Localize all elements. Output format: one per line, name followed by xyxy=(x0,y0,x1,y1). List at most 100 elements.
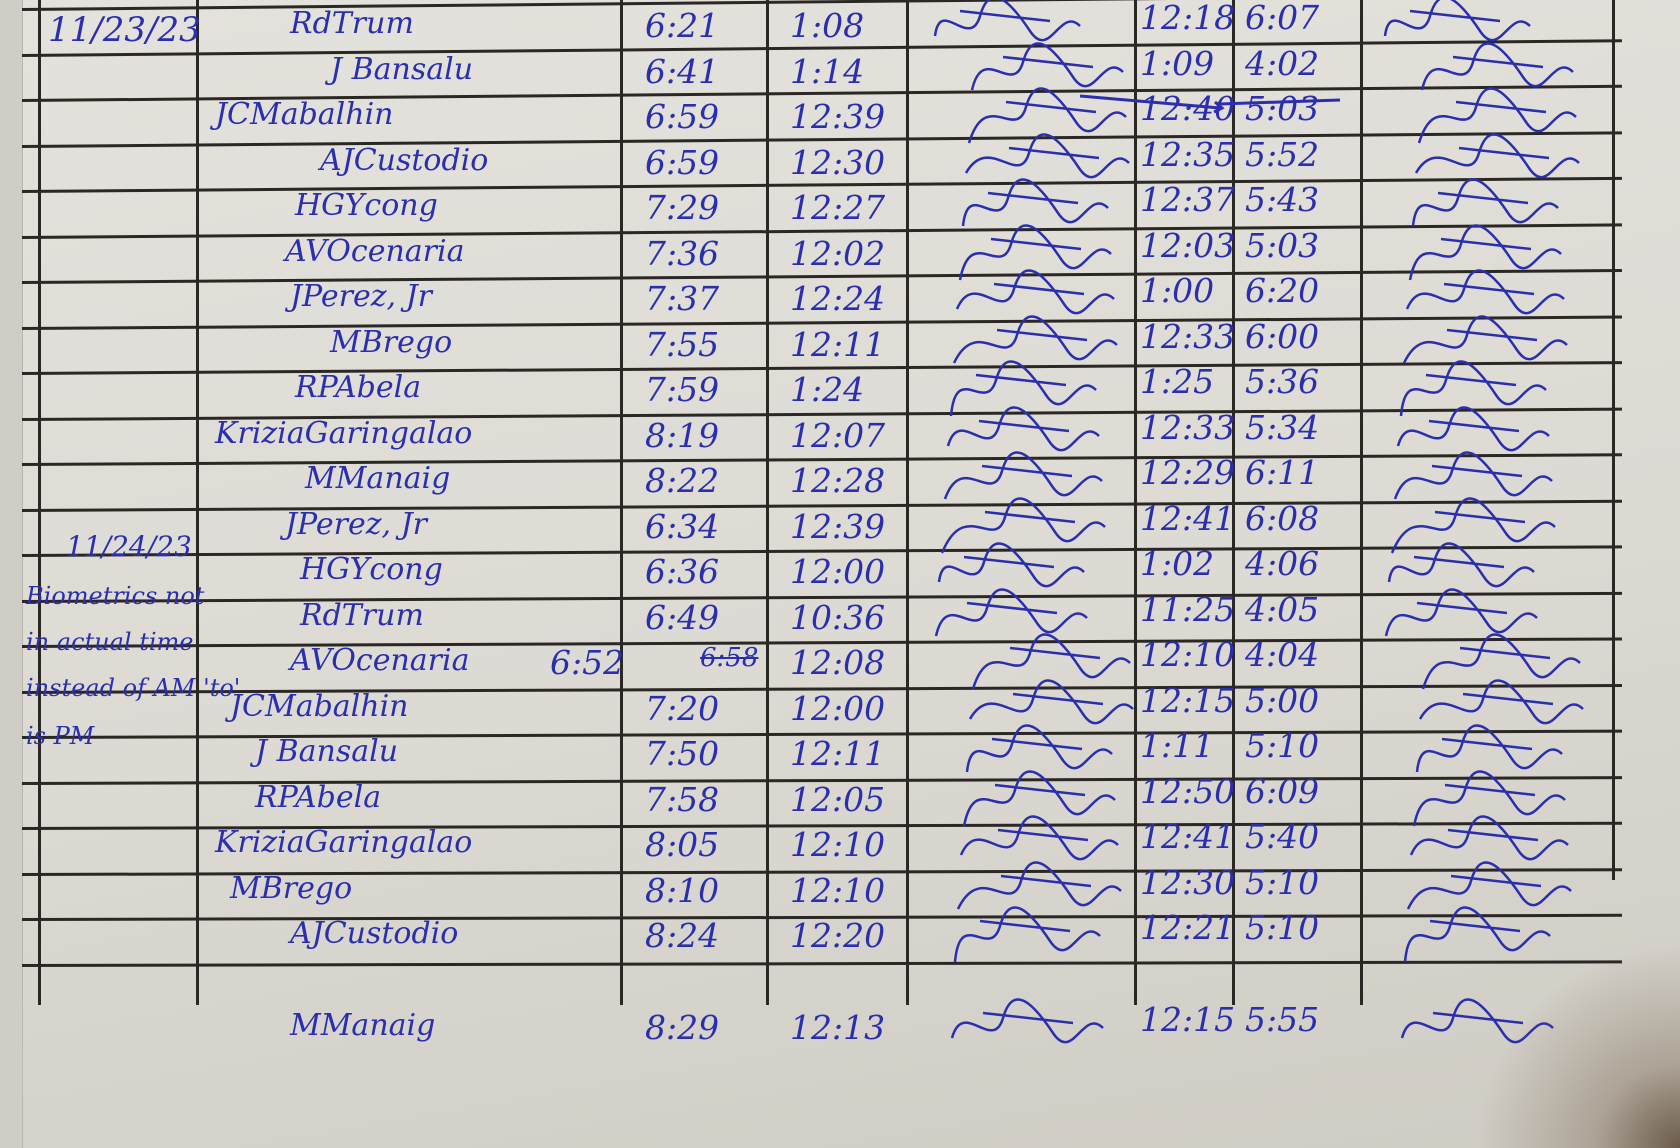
am-time-in: 6:36 xyxy=(645,552,720,591)
column-rule xyxy=(1134,0,1137,1005)
am-time-out: 12:07 xyxy=(790,415,886,455)
pm-signature-icon xyxy=(1421,633,1581,690)
column-rule xyxy=(766,0,769,1005)
pm-signature-icon xyxy=(1387,542,1535,588)
am-time-in: 8:10 xyxy=(645,870,720,910)
pm-time-out: 4:05 xyxy=(1245,589,1320,629)
am-time-in: 7:29 xyxy=(645,188,720,227)
am-time-out: 12:24 xyxy=(790,279,886,318)
employee-name: JPerez, Jr xyxy=(290,279,432,314)
pm-time-in: 1:00 xyxy=(1140,271,1215,310)
page-edge xyxy=(0,0,23,1148)
pm-signature-icon xyxy=(1406,860,1572,910)
pm-time-in: 12:29 xyxy=(1140,453,1236,492)
am-time-out: 12:28 xyxy=(790,461,886,500)
employee-name: JCMabalhin xyxy=(230,688,409,724)
pm-time-in: 12:30 xyxy=(1140,862,1236,902)
employee-name: JCMabalhin xyxy=(215,97,394,132)
pm-signature-icon xyxy=(1415,724,1563,773)
pm-time-in: 12:35 xyxy=(1140,134,1236,174)
pm-time-in: 1:25 xyxy=(1140,362,1215,401)
am-signature-icon xyxy=(933,0,1081,42)
employee-name: J Bansalu xyxy=(330,51,474,87)
am-time-out: 12:10 xyxy=(790,825,886,864)
pm-time-in: 12:41 xyxy=(1140,817,1236,856)
employee-name: JPerez, Jr xyxy=(285,506,427,542)
am-signature-icon xyxy=(950,998,1104,1044)
pm-time-in: 1:02 xyxy=(1140,544,1215,583)
am-signature-icon xyxy=(953,906,1101,963)
am-time-out: 10:36 xyxy=(790,597,886,637)
pm-time-out: 6:11 xyxy=(1245,453,1320,492)
am-time-out: 1:08 xyxy=(790,6,865,45)
employee-name: RdTrum xyxy=(290,6,414,41)
note-line-2: in actual time xyxy=(26,628,194,656)
am-time-in: 8:29 xyxy=(645,1008,720,1047)
pm-signature-icon xyxy=(1396,405,1550,451)
pm-signature-icon xyxy=(1417,87,1577,144)
am-time-out: 1:14 xyxy=(790,51,865,91)
am-signature-icon xyxy=(961,178,1109,227)
pm-time-in: 1:09 xyxy=(1140,43,1215,83)
pm-time-in: 12:21 xyxy=(1140,908,1236,947)
am-signature-icon xyxy=(965,724,1113,773)
employee-name: MBrego xyxy=(330,324,453,360)
am-signature-icon xyxy=(962,769,1116,826)
pm-time-out: 5:00 xyxy=(1245,680,1320,720)
am-time-out: 12:20 xyxy=(790,916,886,955)
am-signature-icon xyxy=(934,587,1088,636)
pm-time-out: 5:36 xyxy=(1245,362,1320,401)
employee-name: MBrego xyxy=(230,870,353,906)
am-time-in: 6:59 xyxy=(645,97,720,136)
am-signature-icon xyxy=(955,269,1115,315)
am-time-out: 12:10 xyxy=(790,870,886,910)
pm-time-out: 4:04 xyxy=(1245,635,1320,674)
am-signature-icon xyxy=(946,405,1100,451)
am-time-in: 8:05 xyxy=(645,825,720,864)
am-time-in-struck: 6:58 xyxy=(700,643,759,673)
pm-time-in: 12:18 xyxy=(1140,0,1236,37)
employee-name: RPAbela xyxy=(255,779,382,815)
note-line-3: instead of AM 'to' xyxy=(26,674,241,702)
pm-time-out: 4:06 xyxy=(1245,544,1320,583)
employee-name: HGYcong xyxy=(295,188,438,223)
am-time-in: 7:50 xyxy=(645,734,720,773)
page-corner-shadow xyxy=(1440,908,1680,1148)
pm-signature-icon xyxy=(1405,269,1565,315)
pm-signature-icon xyxy=(1420,41,1574,90)
am-time-out: 12:39 xyxy=(790,506,886,546)
am-time-in: 7:58 xyxy=(645,779,720,819)
am-time-out: 12:00 xyxy=(790,552,886,591)
am-signature-icon xyxy=(968,678,1134,724)
am-time-in: 7:55 xyxy=(645,324,720,364)
pm-time-out: 5:34 xyxy=(1245,407,1320,447)
pm-time-out: 5:10 xyxy=(1245,908,1320,947)
pm-signature-icon xyxy=(1414,132,1580,178)
am-time-in: 7:36 xyxy=(645,233,720,273)
am-time-out: 12:00 xyxy=(790,688,886,728)
am-time-in: 8:24 xyxy=(645,916,720,955)
employee-name: J Bansalu xyxy=(255,734,399,769)
am-signature-icon xyxy=(949,360,1097,417)
am-time-out: 12:39 xyxy=(790,97,886,136)
am-signature-icon xyxy=(959,815,1119,861)
employee-name: MManaig xyxy=(290,1008,436,1043)
employee-name: MManaig xyxy=(305,461,451,496)
pm-time-in: 11:25 xyxy=(1140,589,1236,629)
am-time-in: 6:21 xyxy=(645,6,720,45)
pm-time-out: 5:03 xyxy=(1245,225,1320,265)
employee-name: AVOcenaria xyxy=(290,643,470,678)
column-rule xyxy=(38,0,41,1005)
pm-signature-icon xyxy=(1409,815,1569,861)
employee-name: HGYcong xyxy=(300,552,443,587)
note-line-1: Biometrics not xyxy=(26,582,205,610)
am-signature-icon xyxy=(956,860,1122,910)
pm-signature-icon xyxy=(1412,769,1566,826)
note-line-4: is PM xyxy=(26,722,95,750)
employee-name: AVOcenaria xyxy=(285,233,465,269)
employee-name: AJCustodio xyxy=(320,142,489,178)
pm-time-in: 12:15 xyxy=(1140,1000,1236,1039)
am-signature-icon xyxy=(958,223,1112,280)
am-signature-icon xyxy=(971,633,1131,690)
same-as-above-arrow-icon xyxy=(1079,94,1341,114)
